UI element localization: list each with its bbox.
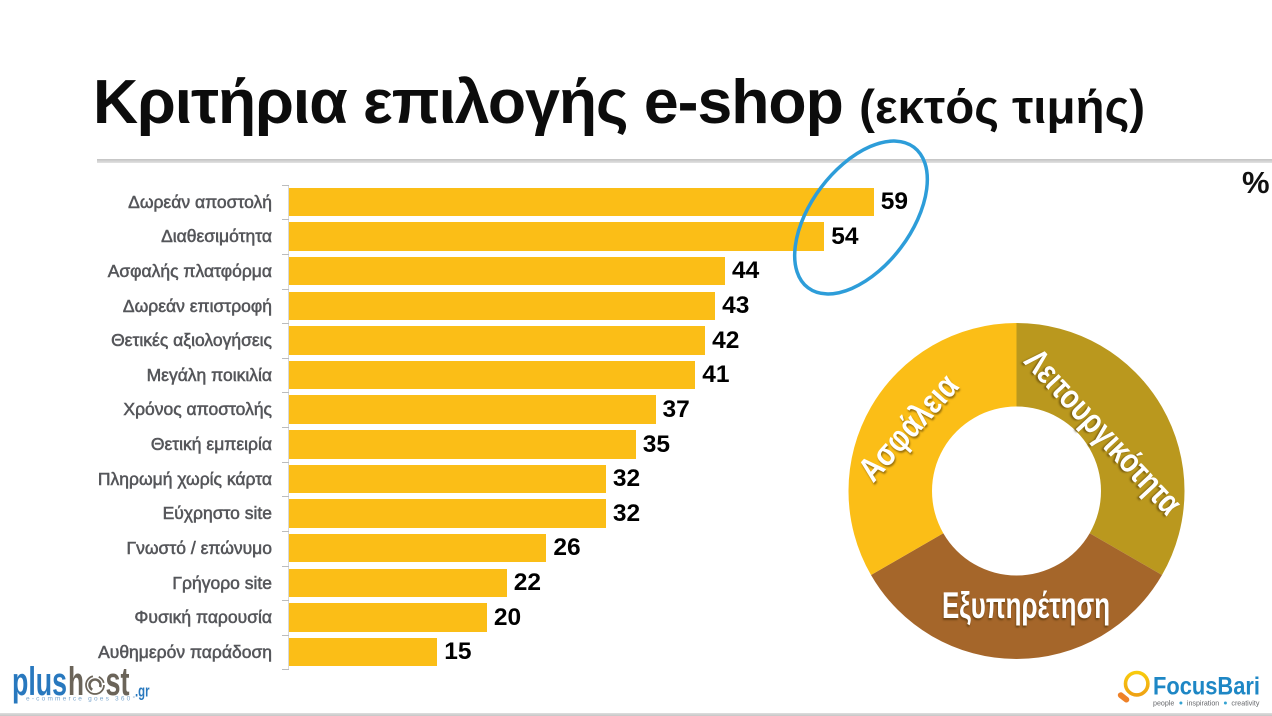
svg-text:Εξυπηρέτηση: Εξυπηρέτηση xyxy=(942,585,1110,626)
svg-text:inspiration: inspiration xyxy=(1187,700,1219,708)
svg-text:creativity: creativity xyxy=(1231,700,1259,708)
svg-text:e-commerce goes 360°: e-commerce goes 360° xyxy=(26,695,137,703)
svg-text:plus: plus xyxy=(12,660,67,704)
svg-text:people: people xyxy=(1153,700,1174,708)
svg-text:FocusBari: FocusBari xyxy=(1153,673,1260,701)
svg-text:.gr: .gr xyxy=(135,681,150,700)
svg-text:st: st xyxy=(106,660,130,704)
svg-text:h: h xyxy=(68,660,84,704)
